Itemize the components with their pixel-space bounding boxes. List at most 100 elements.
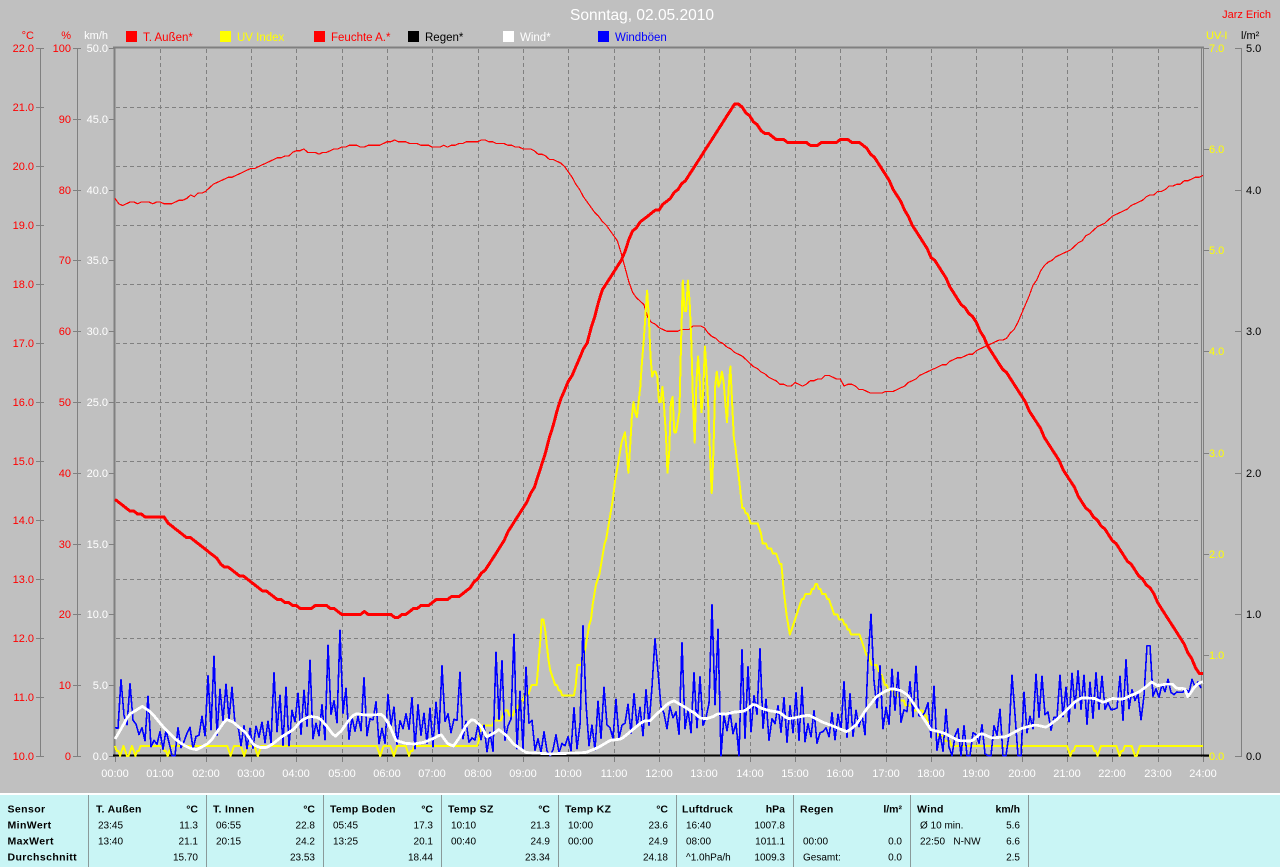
svg-text:80: 80 [59, 185, 71, 197]
svg-text:01:00: 01:00 [146, 768, 174, 780]
svg-text:0.0: 0.0 [1246, 751, 1261, 763]
svg-text:2.0: 2.0 [1246, 468, 1261, 480]
svg-text:0.0: 0.0 [888, 837, 902, 848]
svg-text:24.18: 24.18 [643, 853, 668, 864]
svg-text:50.0: 50.0 [87, 43, 108, 55]
svg-text:18.44: 18.44 [408, 853, 433, 864]
svg-text:Temp Boden: Temp Boden [330, 804, 396, 816]
svg-text:0.0: 0.0 [1209, 751, 1224, 763]
svg-text:20.0: 20.0 [87, 468, 108, 480]
svg-text:6.6: 6.6 [1006, 837, 1020, 848]
svg-text:20:15: 20:15 [216, 837, 241, 848]
svg-text:1011.1: 1011.1 [755, 837, 785, 848]
svg-text:4.0: 4.0 [1209, 346, 1224, 358]
svg-text:13:00: 13:00 [690, 768, 718, 780]
svg-text:0.0: 0.0 [93, 751, 108, 763]
svg-text:40: 40 [59, 468, 71, 480]
svg-text:13:40: 13:40 [98, 837, 123, 848]
svg-text:T. Außen*: T. Außen* [143, 32, 193, 44]
svg-text:19:00: 19:00 [962, 768, 990, 780]
svg-text:20.1: 20.1 [414, 837, 434, 848]
svg-text:05:45: 05:45 [333, 821, 358, 832]
svg-text:09:00: 09:00 [509, 768, 537, 780]
svg-text:Luftdruck: Luftdruck [682, 804, 733, 816]
svg-text:10.0: 10.0 [87, 609, 108, 621]
svg-text:10:00: 10:00 [568, 821, 593, 832]
svg-text:10: 10 [59, 680, 71, 692]
svg-text:Jarz Erich: Jarz Erich [1222, 9, 1271, 21]
svg-text:06:00: 06:00 [373, 768, 401, 780]
svg-text:Ø 10 min.: Ø 10 min. [920, 821, 963, 832]
svg-text:Wind*: Wind* [520, 32, 551, 44]
svg-text:16.0: 16.0 [13, 397, 34, 409]
svg-text:70: 70 [59, 255, 71, 267]
svg-text:Feuchte A.*: Feuchte A.* [331, 32, 391, 44]
svg-text:Temp SZ: Temp SZ [448, 804, 494, 816]
svg-text:04:00: 04:00 [282, 768, 310, 780]
svg-text:22:50 N-NW: 22:50 N-NW [920, 837, 981, 848]
svg-text:08:00: 08:00 [464, 768, 492, 780]
svg-text:2.5: 2.5 [1006, 853, 1020, 864]
svg-text:Regen*: Regen* [425, 32, 464, 44]
svg-text:11.3: 11.3 [179, 821, 198, 832]
svg-text:22.8: 22.8 [296, 821, 316, 832]
svg-text:20: 20 [59, 609, 71, 621]
svg-text:25.0: 25.0 [87, 397, 108, 409]
svg-text:MinWert: MinWert [8, 820, 52, 832]
svg-text:Temp KZ: Temp KZ [565, 804, 612, 816]
svg-text:17.0: 17.0 [13, 338, 34, 350]
svg-text:Sensor: Sensor [8, 804, 46, 816]
svg-text:00:00: 00:00 [101, 768, 129, 780]
svg-text:Windböen: Windböen [615, 32, 667, 44]
svg-text:°C: °C [421, 804, 433, 816]
svg-text:^1.0hPa/h: ^1.0hPa/h [686, 853, 731, 864]
svg-text:Regen: Regen [800, 804, 834, 816]
svg-text:10.0: 10.0 [13, 751, 34, 763]
svg-text:UV Index: UV Index [237, 32, 285, 44]
svg-text:%: % [61, 30, 71, 42]
svg-text:00:00: 00:00 [803, 837, 828, 848]
svg-text:7.0: 7.0 [1209, 43, 1224, 55]
svg-text:00:00: 00:00 [568, 837, 593, 848]
svg-text:07:00: 07:00 [418, 768, 446, 780]
svg-text:2.0: 2.0 [1209, 549, 1224, 561]
svg-text:23.34: 23.34 [525, 853, 550, 864]
svg-text:6.0: 6.0 [1209, 144, 1224, 156]
svg-text:03:00: 03:00 [237, 768, 265, 780]
svg-text:km/h: km/h [995, 804, 1020, 816]
svg-text:100: 100 [53, 43, 71, 55]
svg-text:UV-I: UV-I [1206, 30, 1227, 42]
svg-text:20.0: 20.0 [13, 161, 34, 173]
svg-text:24:00: 24:00 [1189, 768, 1217, 780]
svg-text:°C: °C [303, 804, 315, 816]
svg-text:05:00: 05:00 [328, 768, 356, 780]
svg-text:02:00: 02:00 [192, 768, 220, 780]
svg-text:23.6: 23.6 [649, 821, 669, 832]
svg-text:°C: °C [186, 804, 198, 816]
svg-text:23:45: 23:45 [98, 821, 123, 832]
svg-text:24.2: 24.2 [296, 837, 316, 848]
svg-text:16:00: 16:00 [826, 768, 854, 780]
svg-text:16:40: 16:40 [686, 821, 711, 832]
svg-text:17:00: 17:00 [872, 768, 900, 780]
svg-text:14:00: 14:00 [736, 768, 764, 780]
svg-text:23.53: 23.53 [290, 853, 315, 864]
svg-text:18.0: 18.0 [13, 279, 34, 291]
svg-text:45.0: 45.0 [87, 114, 108, 126]
svg-text:21:00: 21:00 [1053, 768, 1081, 780]
svg-text:15:00: 15:00 [781, 768, 809, 780]
svg-text:60: 60 [59, 326, 71, 338]
svg-text:21.0: 21.0 [13, 102, 34, 114]
svg-text:18:00: 18:00 [917, 768, 945, 780]
svg-text:21.3: 21.3 [531, 821, 551, 832]
svg-text:40.0: 40.0 [87, 185, 108, 197]
svg-text:1009.3: 1009.3 [754, 853, 785, 864]
svg-text:00:40: 00:40 [451, 837, 476, 848]
svg-text:3.0: 3.0 [1209, 448, 1224, 460]
svg-text:22.0: 22.0 [13, 43, 34, 55]
svg-text:°C: °C [656, 804, 668, 816]
svg-text:5.0: 5.0 [93, 680, 108, 692]
svg-text:11.0: 11.0 [13, 692, 34, 704]
svg-text:Gesamt:: Gesamt: [803, 853, 841, 864]
svg-text:35.0: 35.0 [87, 255, 108, 267]
